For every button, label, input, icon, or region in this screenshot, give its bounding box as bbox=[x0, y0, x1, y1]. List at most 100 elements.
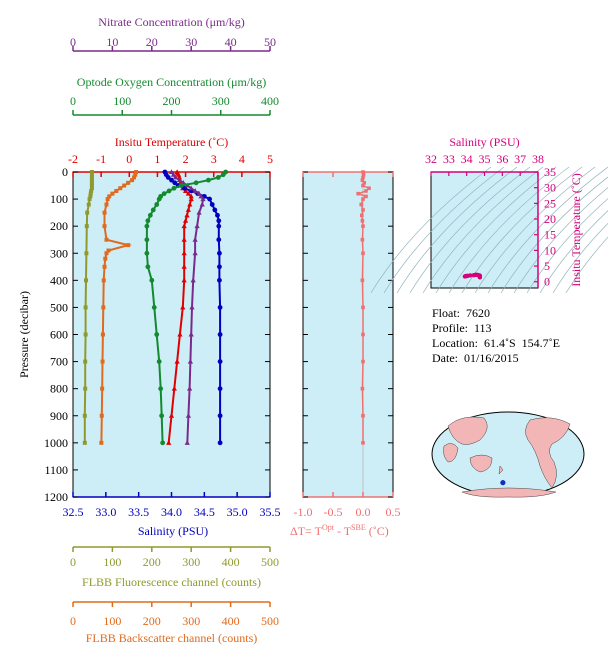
ts-temperature-tick-label: 25 bbox=[544, 196, 556, 210]
salinity-tick-label: 34.0 bbox=[161, 505, 182, 519]
temperature-tick-label: 0 bbox=[126, 152, 132, 166]
delta-t-tick-label: -0.5 bbox=[324, 505, 343, 519]
salinity-tick-label: 32.5 bbox=[63, 505, 84, 519]
nitrate-data-point bbox=[185, 412, 192, 418]
fluorescence-data-point bbox=[84, 278, 89, 283]
backscatter-data-point bbox=[118, 186, 123, 191]
pressure-tick-label: 500 bbox=[50, 300, 68, 314]
fluorescence-data-point bbox=[89, 188, 94, 193]
ts-salinity-tick-label: 36 bbox=[496, 152, 508, 166]
delta-t-data-point bbox=[361, 224, 365, 228]
temperature-data-point bbox=[171, 385, 177, 391]
temperature-tick-label: 4 bbox=[239, 152, 245, 166]
pressure-tick-label: 400 bbox=[50, 273, 68, 287]
temperature-data-point bbox=[168, 412, 175, 418]
oxygen-data-point bbox=[206, 177, 211, 183]
delta-t-data-point bbox=[361, 413, 365, 418]
ts-temperature-tick-label: 20 bbox=[544, 212, 556, 226]
backscatter-data-point bbox=[100, 386, 105, 391]
ts-temperature-tick-label: 15 bbox=[544, 228, 556, 242]
oxygen-data-point bbox=[154, 332, 160, 337]
temperature-data-point bbox=[182, 188, 189, 193]
float-location-marker bbox=[500, 480, 506, 486]
pressure-tick-label: 100 bbox=[50, 192, 68, 206]
nitrate-axis-title: Nitrate Concentration (μm/kg) bbox=[98, 15, 244, 29]
continent-americas bbox=[525, 417, 571, 489]
ts-data-point bbox=[468, 273, 473, 278]
ts-salinity-tick-label: 32 bbox=[425, 152, 437, 166]
fluorescence-data-point bbox=[89, 170, 94, 174]
profile-number: Profile: 113 bbox=[432, 321, 492, 335]
delta-t-data-point bbox=[361, 305, 365, 310]
nitrate-data-point bbox=[188, 185, 194, 191]
salinity-data-point bbox=[216, 237, 222, 243]
delta-t-tick-label: -1.0 bbox=[294, 505, 313, 519]
world-map-land bbox=[443, 416, 571, 498]
backscatter-tick-label: 100 bbox=[103, 614, 121, 628]
delta-t-plot-area bbox=[302, 171, 394, 498]
delta-t-tick-label: 0.5 bbox=[386, 505, 401, 519]
salinity-data-point bbox=[217, 250, 222, 256]
salinity-data-point bbox=[217, 332, 223, 337]
oxygen-data-point bbox=[145, 264, 151, 270]
temperature-data-point bbox=[181, 223, 187, 229]
pressure-tick-label: 700 bbox=[50, 355, 68, 369]
fluorescence-tick-label: 100 bbox=[103, 555, 121, 569]
oxygen-data-point bbox=[215, 175, 221, 180]
pressure-tick-label: 1000 bbox=[44, 436, 68, 450]
backscatter-tick-label: 0 bbox=[70, 614, 76, 628]
delta-t-axis-title: ΔT= TOpt - TSBE (˚C) bbox=[290, 523, 389, 538]
temperature-data-point bbox=[181, 277, 187, 283]
fluorescence-data-point bbox=[89, 183, 94, 188]
fluorescence-data-point bbox=[88, 194, 93, 199]
ts-density-contour bbox=[396, 166, 518, 294]
pressure-tick-label: 0 bbox=[62, 165, 68, 179]
fluorescence-data-point bbox=[88, 191, 93, 196]
ts-density-contour bbox=[565, 236, 608, 294]
ts-density-contour bbox=[383, 166, 505, 294]
backscatter-tick-label: 500 bbox=[261, 614, 279, 628]
backscatter-data-point bbox=[106, 248, 111, 253]
fluorescence-data-point bbox=[86, 202, 91, 207]
backscatter-data-point bbox=[126, 243, 131, 248]
temperature-axis-title: Insitu Temperature (˚C) bbox=[115, 135, 229, 149]
temperature-data-point bbox=[181, 236, 187, 242]
backscatter-tick-label: 300 bbox=[182, 614, 200, 628]
oxygen-data-point bbox=[171, 185, 177, 191]
oxygen-data-point bbox=[150, 207, 156, 213]
ts-salinity-axis-title: Salinity (PSU) bbox=[449, 135, 519, 149]
delta-t-data-point bbox=[361, 208, 365, 212]
oxygen-tick-label: 100 bbox=[113, 94, 131, 108]
temperature-data-point bbox=[185, 207, 191, 212]
ts-density-contour bbox=[513, 187, 608, 294]
temperature-data-point bbox=[182, 217, 189, 223]
fluorescence-data-point bbox=[89, 175, 94, 180]
ts-temperature-tick-label: 5 bbox=[544, 259, 550, 273]
backscatter-tick-label: 400 bbox=[222, 614, 240, 628]
temperature-tick-label: 3 bbox=[211, 152, 217, 166]
oxygen-data-point bbox=[154, 202, 160, 207]
nitrate-data-point bbox=[176, 177, 182, 183]
salinity-data-point bbox=[209, 202, 215, 207]
nitrate-data-point bbox=[170, 171, 177, 177]
ts-density-contour bbox=[409, 166, 531, 294]
salinity-data-point bbox=[217, 413, 223, 419]
nitrate-data-point bbox=[184, 440, 190, 445]
backscatter-data-point bbox=[132, 175, 137, 180]
salinity-data-point bbox=[217, 386, 223, 392]
fluorescence-data-point bbox=[83, 305, 88, 310]
delta-t-data-point bbox=[360, 386, 365, 391]
backscatter-data-point bbox=[107, 194, 112, 199]
fluorescence-data-point bbox=[84, 224, 89, 229]
fluorescence-tick-label: 0 bbox=[70, 555, 76, 569]
ts-density-contour bbox=[370, 166, 492, 294]
oxygen-data-point bbox=[156, 359, 162, 364]
salinity-data-point bbox=[169, 177, 174, 183]
salinity-tick-label: 33.0 bbox=[95, 505, 116, 519]
backscatter-axis-title: FLBB Backscatter channel (counts) bbox=[86, 631, 258, 645]
nitrate-data-point bbox=[192, 188, 198, 193]
oxygen-data-point bbox=[220, 172, 226, 178]
ts-density-contour bbox=[474, 166, 596, 294]
salinity-data-point bbox=[215, 212, 220, 218]
delta-t-data-point bbox=[360, 278, 365, 283]
